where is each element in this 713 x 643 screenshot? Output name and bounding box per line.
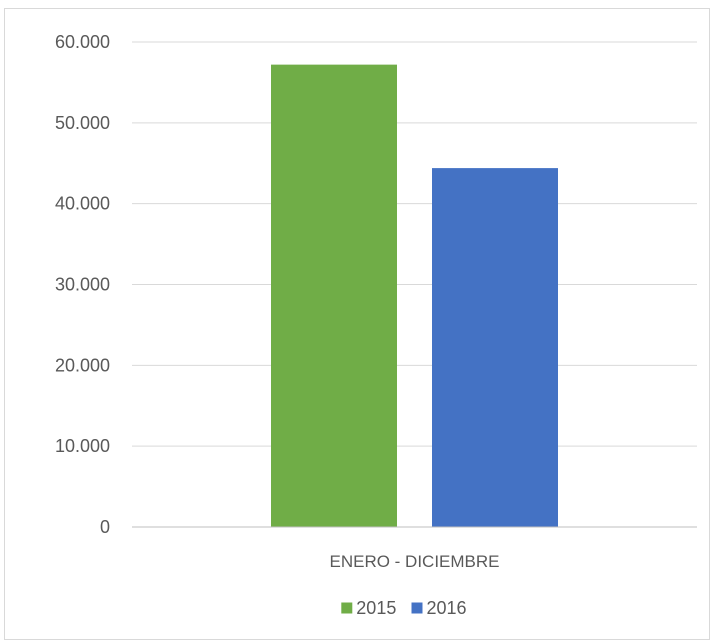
y-axis-tick-labels: 0 10.000 20.000 30.000 40.000 50.000 60.000 bbox=[55, 32, 110, 537]
legend-label: 2016 bbox=[427, 598, 467, 618]
x-axis-category-labels: ENERO - DICIEMBRE bbox=[329, 552, 499, 571]
bar-2016 bbox=[432, 168, 558, 527]
y-tick-label: 60.000 bbox=[55, 32, 110, 52]
y-tick-label: 0 bbox=[100, 517, 110, 537]
gridlines bbox=[132, 41, 697, 447]
legend-swatch-2015 bbox=[341, 602, 353, 614]
y-tick-label: 50.000 bbox=[55, 113, 110, 133]
y-tick-label: 30.000 bbox=[55, 275, 110, 295]
x-category-label: ENERO - DICIEMBRE bbox=[329, 552, 499, 571]
y-tick-label: 10.000 bbox=[55, 436, 110, 456]
legend-swatch-2016 bbox=[411, 602, 423, 614]
legend-label: 2015 bbox=[356, 598, 396, 618]
legend: 2015 2016 bbox=[341, 598, 467, 618]
y-tick-label: 20.000 bbox=[55, 355, 110, 375]
bars bbox=[271, 64, 558, 527]
bar-2015 bbox=[271, 64, 397, 527]
y-tick-label: 40.000 bbox=[55, 194, 110, 214]
